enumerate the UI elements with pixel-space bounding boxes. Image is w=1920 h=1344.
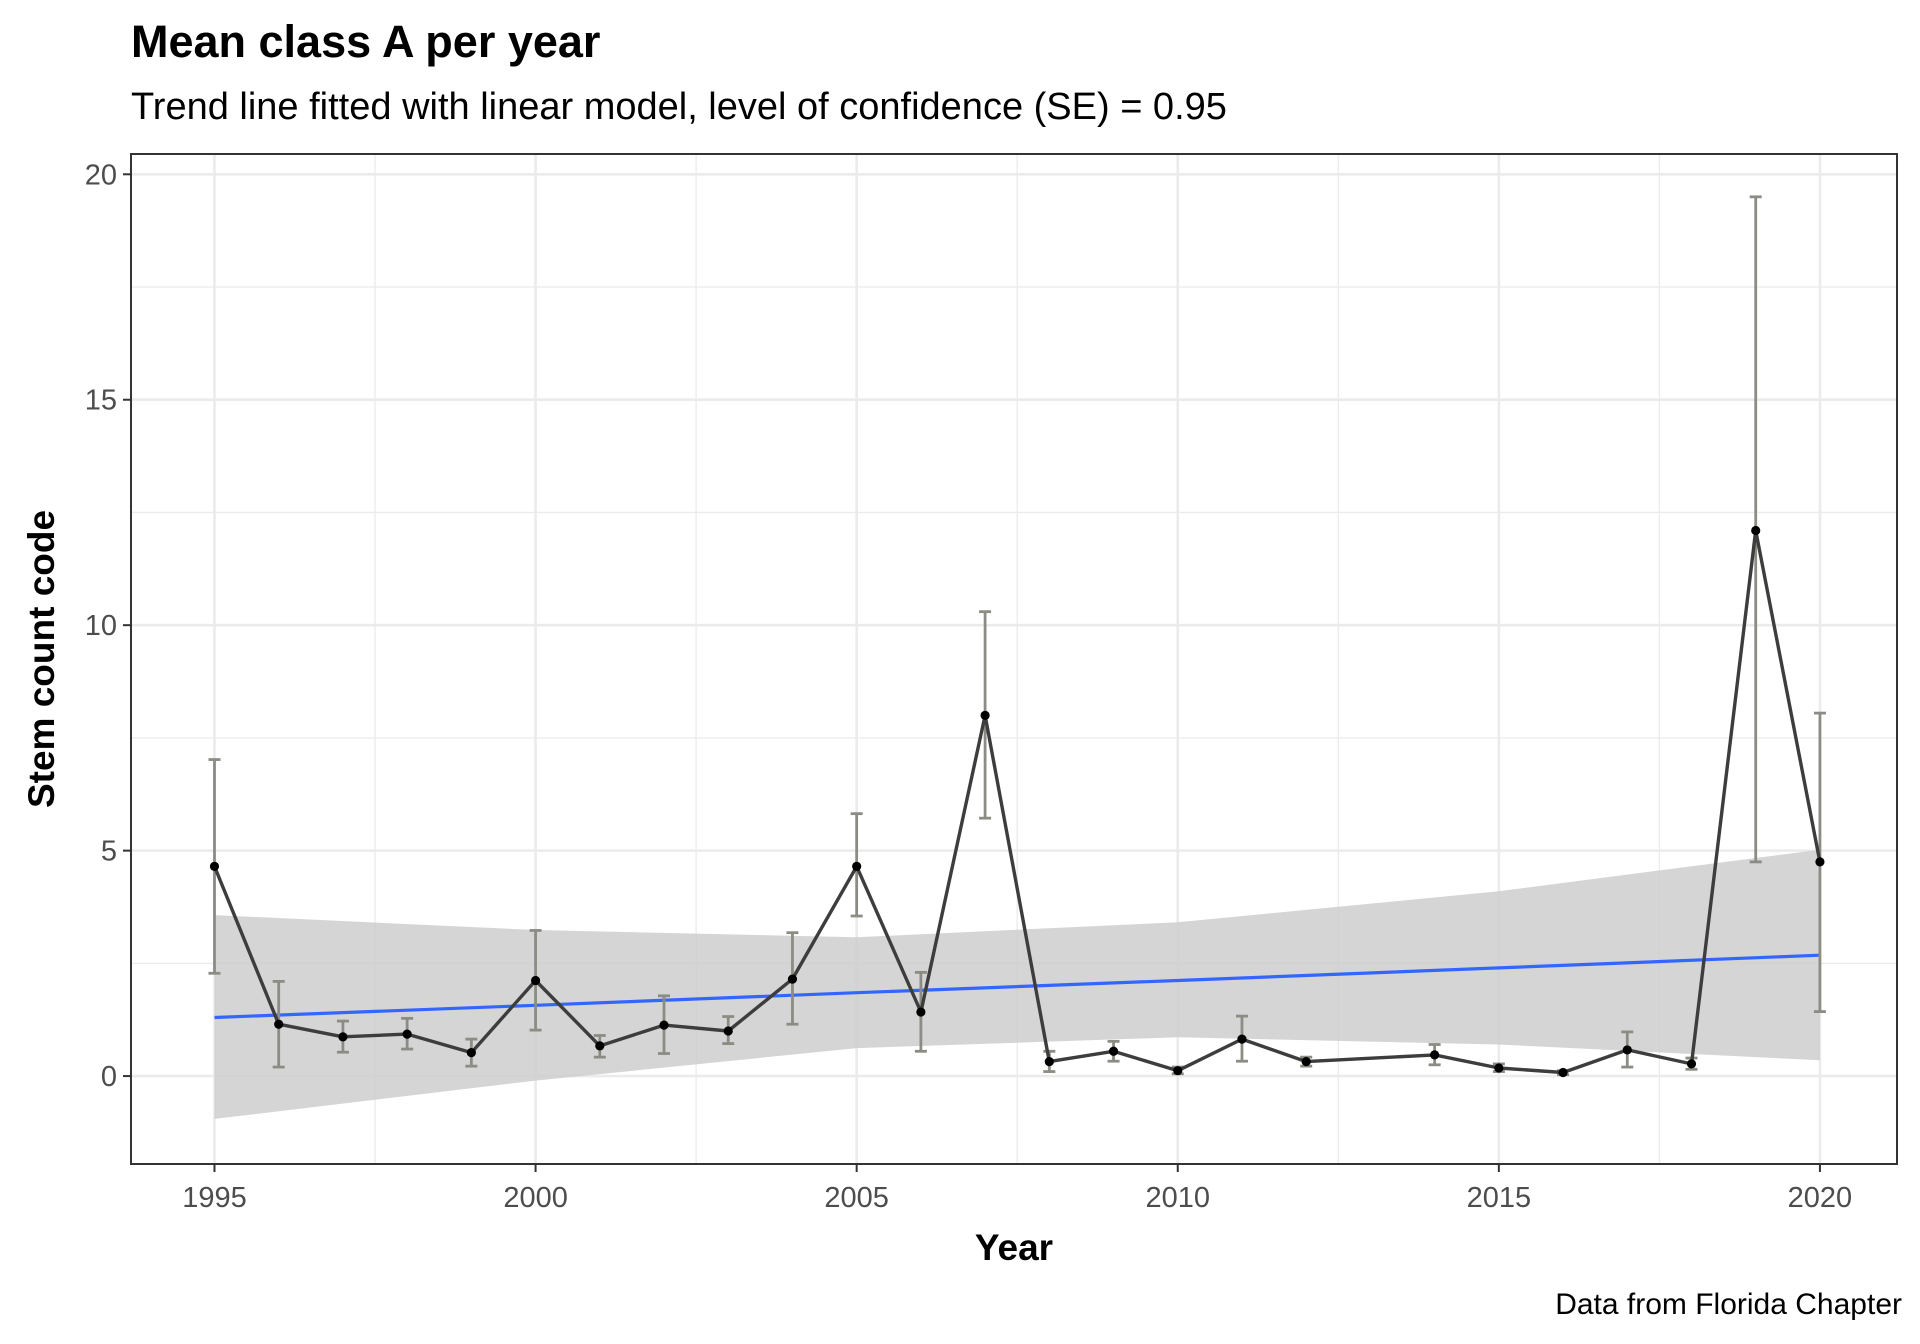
y-tick-label: 10	[85, 610, 117, 642]
data-point	[1237, 1034, 1247, 1044]
chart-title: Mean class A per year	[131, 16, 601, 67]
data-point	[466, 1048, 476, 1058]
data-point	[1622, 1045, 1632, 1055]
data-point	[852, 861, 862, 872]
data-point	[980, 710, 990, 720]
data-point	[530, 975, 541, 986]
data-point	[1686, 1059, 1697, 1069]
data-point	[787, 974, 798, 984]
y-axis: 0 5 10 15 20	[85, 159, 131, 1093]
data-points	[209, 525, 1825, 1078]
y-axis-title: Stem count code	[21, 510, 62, 808]
data-point	[723, 1026, 733, 1036]
x-axis: 1995 2000 2005 2010 2015 2020	[182, 1164, 1852, 1214]
y-tick-label: 5	[101, 836, 117, 868]
data-point	[659, 1020, 669, 1030]
data-point	[1173, 1066, 1183, 1076]
chart-caption: Data from Florida Chapter	[1555, 1288, 1902, 1321]
data-point	[916, 1007, 926, 1017]
y-tick-label: 15	[85, 385, 117, 417]
data-point	[274, 1019, 284, 1029]
chart-subtitle: Trend line fitted with linear model, lev…	[131, 86, 1227, 128]
confidence-ribbon-group	[214, 849, 1820, 1119]
x-tick-label: 2015	[1467, 1182, 1532, 1214]
confidence-ribbon	[214, 849, 1820, 1119]
y-tick-label: 0	[101, 1061, 117, 1093]
x-tick-label: 2020	[1788, 1182, 1853, 1214]
data-point	[1558, 1067, 1568, 1078]
data-point	[338, 1032, 348, 1042]
x-tick-label: 2010	[1145, 1182, 1210, 1214]
x-axis-title: Year	[975, 1227, 1053, 1268]
data-point	[209, 861, 220, 872]
data-point	[402, 1029, 412, 1039]
data-point	[1044, 1057, 1054, 1067]
data-point	[1751, 525, 1761, 536]
x-tick-label: 1995	[182, 1182, 247, 1214]
data-point	[1815, 857, 1825, 867]
x-tick-label: 2000	[503, 1182, 568, 1214]
data-point	[1430, 1050, 1440, 1060]
x-tick-label: 2005	[824, 1182, 889, 1214]
data-point	[1494, 1063, 1504, 1073]
data-point	[595, 1041, 605, 1051]
panel-border	[130, 153, 1898, 1165]
data-point	[1108, 1046, 1119, 1056]
trend-line	[214, 953, 1820, 1020]
data-point	[1301, 1057, 1311, 1067]
trend-line-group	[214, 953, 1820, 1020]
y-tick-label: 20	[85, 159, 117, 191]
